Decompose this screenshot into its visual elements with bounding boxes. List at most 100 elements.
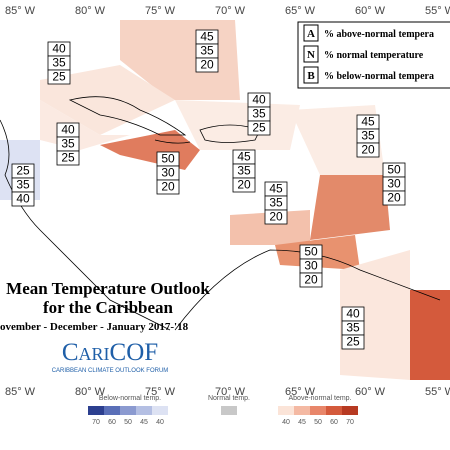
prob-cell [11, 191, 35, 207]
title: Mean Temperature Outlook [6, 279, 210, 298]
region [230, 210, 310, 245]
colorbar-label: 70 [92, 419, 100, 426]
prob-cell [299, 272, 323, 288]
prob-value: 20 [304, 273, 318, 287]
prob-value: 20 [361, 143, 375, 157]
longitude-label: 60° W [355, 386, 386, 398]
prob-value: 35 [61, 137, 75, 151]
prob-value: 40 [346, 307, 360, 321]
prob-cell [382, 190, 406, 206]
region [410, 290, 450, 380]
prob-value: 40 [61, 123, 75, 137]
longitude-label: 85° W [5, 5, 36, 17]
prob-value: 35 [252, 107, 266, 121]
colorbar-label: 40 [156, 419, 164, 426]
colorbar-cell [152, 406, 168, 415]
longitude-label: 80° W [75, 386, 106, 398]
longitude-label: 80° W [75, 5, 106, 17]
key-letter: B [307, 70, 315, 82]
key-frame [297, 21, 450, 89]
prob-cell [156, 179, 180, 195]
key-text: % normal temperature [324, 50, 424, 61]
prob-cell [47, 69, 71, 85]
region [310, 175, 390, 240]
key-letter: N [307, 49, 315, 61]
prob-value: 50 [304, 245, 318, 259]
prob-cell [232, 177, 256, 193]
prob-value: 35 [269, 196, 283, 210]
prob-value: 25 [16, 164, 30, 178]
colorbar-title: Above-normal temp. [288, 395, 351, 402]
logo-subtitle: CARIBBEAN CLIMATE OUTLOOK FORUM [52, 368, 169, 374]
prob-value: 20 [237, 178, 251, 192]
prob-cell [247, 120, 271, 136]
colorbar-title: Normal temp. [208, 395, 250, 402]
prob-value: 50 [387, 163, 401, 177]
coastline [68, 96, 187, 136]
prob-cell [195, 57, 219, 73]
prob-value: 35 [52, 56, 66, 70]
longitude-label: 65° W [285, 386, 316, 398]
longitude-label: 70° W [215, 5, 246, 17]
longitude-label: 75° W [145, 5, 176, 17]
longitude-label: 55° W [425, 5, 450, 17]
prob-value: 25 [346, 335, 360, 349]
longitude-label: 70° W [215, 386, 246, 398]
key-text: % below-normal tempera [324, 71, 434, 82]
prob-cell [356, 142, 380, 158]
prob-value: 35 [16, 178, 30, 192]
coastline [199, 124, 261, 143]
colorbar-cell [104, 406, 120, 415]
longitude-label: 85° W [5, 386, 36, 398]
coastline [154, 139, 191, 144]
colorbar-label: 45 [298, 419, 306, 426]
colorbar-cell [221, 406, 237, 415]
colorbar-cell [88, 406, 104, 415]
colorbar-label: 50 [124, 419, 132, 426]
longitude-label: 55° W [425, 386, 450, 398]
colorbar-label: 60 [330, 419, 338, 426]
colorbar-title: Below-normal temp. [99, 395, 161, 402]
colorbar-label: 50 [314, 419, 322, 426]
colorbar-cell [294, 406, 310, 415]
colorbar-cell [342, 406, 358, 415]
key-letter-box [303, 45, 319, 63]
key-letter-box [303, 66, 319, 84]
prob-value: 25 [52, 70, 66, 84]
colorbar-label: 60 [108, 419, 116, 426]
prob-value: 50 [161, 152, 175, 166]
colorbar-cell [136, 406, 152, 415]
prob-value: 20 [161, 180, 175, 194]
title: for the Caribbean [43, 298, 174, 317]
prob-value: 45 [200, 30, 214, 44]
prob-cell [341, 334, 365, 350]
prob-value: 35 [361, 129, 375, 143]
colorbar-label: 45 [140, 419, 148, 426]
prob-value: 20 [200, 58, 214, 72]
colorbar-cell [120, 406, 136, 415]
prob-value: 20 [269, 210, 283, 224]
prob-value: 35 [346, 321, 360, 335]
prob-value: 40 [252, 93, 266, 107]
prob-value: 35 [237, 164, 251, 178]
colorbar-cell [278, 406, 294, 415]
prob-value: 45 [237, 150, 251, 164]
region [40, 65, 175, 135]
coastline [0, 119, 171, 331]
prob-value: 45 [269, 182, 283, 196]
colorbar-cell [326, 406, 342, 415]
prob-value: 40 [52, 42, 66, 56]
key-box [297, 21, 450, 89]
prob-value: 45 [361, 115, 375, 129]
prob-cell [56, 150, 80, 166]
prob-value: 20 [387, 191, 401, 205]
prob-value: 40 [16, 192, 30, 206]
period: ovember - December - January 2017-'18 [0, 321, 189, 333]
colorbar-label: 40 [282, 419, 290, 426]
prob-value: 25 [252, 121, 266, 135]
key-text: % above-normal tempera [324, 29, 434, 40]
prob-value: 30 [161, 166, 175, 180]
colorbar-cell [310, 406, 326, 415]
prob-value: 25 [61, 151, 75, 165]
